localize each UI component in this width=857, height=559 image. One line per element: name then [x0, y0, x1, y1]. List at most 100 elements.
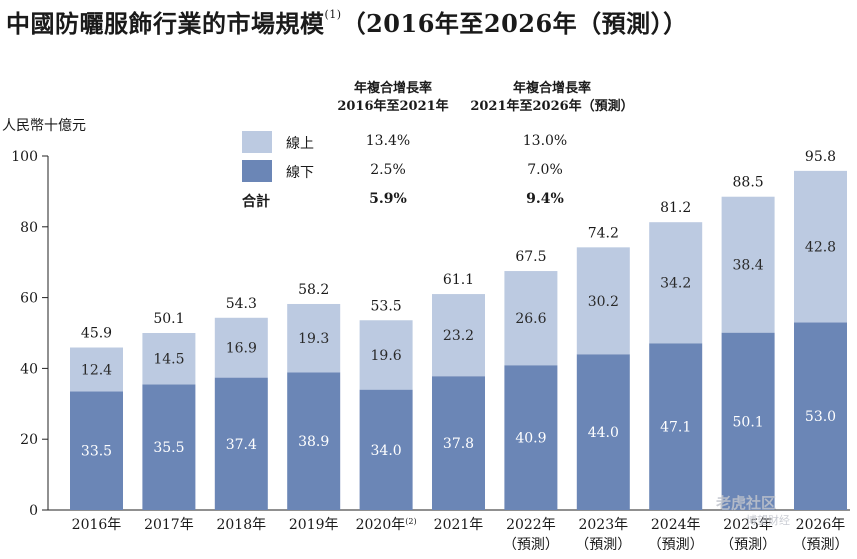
x-tick-forecast-label: （預測）: [720, 537, 776, 553]
bar-offline: [359, 389, 413, 510]
cagr-total-2021-2026: 9.4%: [526, 191, 564, 207]
data-label-offline: 44.0: [588, 425, 619, 441]
x-tick-label: 2024年: [651, 517, 701, 533]
data-label-total: 53.5: [371, 298, 402, 314]
data-label-offline: 33.5: [81, 444, 112, 460]
data-label-offline: 47.1: [660, 420, 691, 436]
data-label-offline: 50.1: [733, 414, 764, 430]
watermark-line1: 老虎社区: [716, 494, 777, 512]
bar-offline: [142, 384, 196, 510]
data-label-offline: 40.9: [515, 431, 546, 447]
chart-title: 中國防曬服飾行業的市場規模(1)（2016年至2026年（預測））: [6, 4, 688, 39]
x-tick-label: 2018年: [216, 517, 266, 533]
legend-swatch-online: [242, 131, 272, 153]
x-tick-forecast-label: （預測）: [503, 537, 559, 553]
y-axis-label: 人民幣十億元: [2, 118, 86, 134]
bar-online: [504, 271, 558, 366]
data-label-total: 45.9: [81, 326, 112, 342]
data-label-online: 23.2: [443, 328, 474, 344]
y-tick-label: 40: [20, 361, 38, 377]
bar-online: [142, 333, 196, 385]
legend-label-online: 線上: [286, 136, 314, 152]
data-label-total: 61.1: [443, 272, 474, 288]
data-label-online: 34.2: [660, 276, 691, 292]
cagr-online-2016-2021: 13.4%: [365, 133, 411, 149]
data-label-online: 14.5: [153, 352, 184, 368]
data-label-online: 16.9: [226, 341, 257, 357]
bar-offline: [721, 332, 775, 510]
bar-offline: [287, 372, 341, 510]
cagr-total-2016-2021: 5.9%: [369, 191, 407, 207]
bar-online: [721, 196, 775, 333]
data-label-offline: 53.0: [805, 409, 836, 425]
y-tick-label: 60: [20, 291, 38, 307]
data-label-online: 19.3: [298, 331, 329, 347]
cagr-header-1-line2: 2016年至2021年: [337, 99, 449, 114]
data-label-total: 88.5: [733, 175, 764, 191]
cagr-header-2-line2: 2021年至2026年（預測）: [470, 99, 634, 114]
x-tick-label: 2023年: [578, 517, 628, 533]
data-label-total: 67.5: [515, 249, 546, 265]
bar-online: [432, 294, 485, 377]
data-label-total: 81.2: [660, 200, 691, 216]
data-label-online: 30.2: [588, 294, 619, 310]
bar-online: [359, 320, 413, 390]
legend-label-offline: 線下: [286, 165, 314, 181]
x-tick-label: 2017年: [144, 517, 194, 533]
x-tick-forecast-label: （預測）: [648, 537, 704, 553]
x-tick-label: 2022年: [506, 517, 556, 533]
data-label-online: 19.6: [371, 348, 402, 364]
title-footnote: (1): [324, 8, 342, 21]
bar-offline: [504, 365, 558, 510]
bar-offline: [432, 376, 485, 510]
bar-offline: [794, 322, 847, 510]
bar-online: [287, 303, 341, 373]
bar-online: [70, 347, 123, 392]
data-label-offline: 38.9: [298, 434, 329, 450]
bar-offline: [70, 391, 123, 510]
cagr-header-1-line1: 年複合增長率: [353, 81, 432, 96]
data-label-offline: 34.0: [371, 443, 402, 459]
cagr-header-2016-2021: 年複合增長率 2016年至2021年: [318, 80, 468, 116]
x-tick-forecast-label: （預測）: [793, 537, 849, 553]
x-tick-label: 2016年: [72, 517, 122, 533]
x-tick-label: 2026年: [796, 517, 846, 533]
cagr-online-2021-2026: 13.0%: [522, 133, 568, 149]
x-tick-label: 2020年(2): [356, 517, 417, 533]
watermark-line2: 博望财经: [746, 514, 790, 527]
bar-online: [576, 247, 630, 355]
cagr-offline-2016-2021: 2.5%: [370, 162, 406, 178]
bar-online: [214, 317, 268, 378]
data-label-total: 74.2: [588, 225, 619, 241]
x-tick-label: 2019年: [289, 517, 339, 533]
data-label-total: 50.1: [153, 311, 184, 327]
data-label-total: 58.2: [298, 282, 329, 298]
data-label-total: 54.3: [226, 296, 257, 312]
y-tick-label: 20: [20, 432, 38, 448]
bar-online: [794, 170, 847, 323]
x-tick-label: 2025年: [723, 517, 773, 533]
data-label-offline: 35.5: [153, 440, 184, 456]
data-label-online: 42.8: [805, 240, 836, 256]
data-label-online: 12.4: [81, 362, 112, 378]
y-tick-label: 100: [11, 149, 38, 165]
y-tick-label: 0: [29, 503, 38, 519]
data-label-total: 95.8: [805, 149, 836, 165]
cagr-offline-2021-2026: 7.0%: [527, 162, 563, 178]
data-label-online: 26.6: [515, 311, 546, 327]
data-label-offline: 37.8: [443, 436, 474, 452]
legend-label-total: 合計: [242, 194, 270, 210]
cagr-header-2021-2026: 年複合增長率 2021年至2026年（預測）: [452, 80, 652, 116]
watermark: 老虎社区 博望财经: [716, 494, 790, 530]
bar-offline: [649, 343, 703, 510]
bar-offline: [214, 377, 268, 510]
bar-offline: [576, 354, 630, 510]
x-tick-forecast-label: （預測）: [575, 537, 631, 553]
title-suffix: （2016年至2026年（預測））: [341, 9, 688, 38]
cagr-header-2-line1: 年複合增長率: [512, 81, 591, 96]
legend-swatch-offline: [242, 160, 272, 182]
x-tick-label: 2021年: [434, 517, 484, 533]
bar-online: [649, 222, 703, 344]
data-label-online: 38.4: [733, 258, 764, 274]
